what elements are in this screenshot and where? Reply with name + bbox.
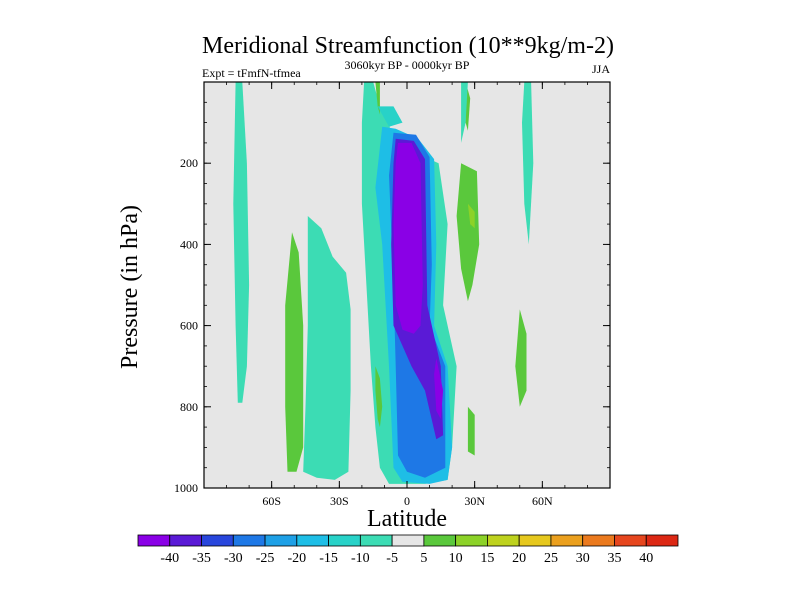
colorbar-box [518,534,552,547]
contour-region-green-50N [515,309,527,407]
colorbar-label: -35 [192,551,211,566]
colorbar-box [169,534,202,547]
time-range-label: 3060kyr BP - 0000kyr BP [345,58,470,72]
contour-region-cyan-band-70S [233,82,250,403]
colorbar-label: 25 [544,551,558,566]
colorbar-box [391,534,425,547]
contour-region-purple-core [393,142,423,334]
colorbar-label: 15 [480,551,494,566]
colorbar-box [645,534,679,547]
y-tick-label: 600 [180,319,198,333]
colorbar-label: -25 [256,551,275,566]
colorbar-label: -30 [224,551,243,566]
colorbar-label: -15 [319,551,338,566]
contour-region-cyan-20N [461,82,468,143]
x-axis-label: Latitude [367,506,447,532]
colorbar-box [264,534,298,547]
x-tick-label: 30N [464,494,485,508]
y-tick-label: 200 [180,156,198,170]
experiment-label: Expt = tFmfN-tfmea [202,66,301,80]
x-tick-label: 0 [404,494,410,508]
colorbar-box [296,534,329,547]
colorbar-box [359,534,393,547]
colorbar-label: 35 [607,551,621,566]
contour-region-cyan-inner-top [377,106,403,127]
plot-area: 60S 30S 0 30N 60N 200 400 600 800 1000 [174,81,611,508]
chart-title: Meridional Streamfunction (10**9kg/m-2) [202,33,614,59]
contour-regions [233,82,534,484]
contour-region-green-sliver-15S [375,366,383,428]
contour-region-green-spike-15S [375,82,380,115]
contour-region-cyan-wide-south [303,216,351,480]
axis-ticks: 60S 30S 0 30N 60N 200 400 600 800 1000 [174,81,611,508]
y-tick-label: 800 [180,400,198,414]
colorbar-label: 20 [512,551,526,566]
colorbar-box [582,534,615,547]
colorbar-label: -10 [351,551,370,566]
colorbar-box [614,534,647,547]
colorbar: -40 -35 -30 -25 -20 -15 -10 -5 5 10 15 20 25 30 35 40 [137,534,679,566]
season-label: JJA [592,62,610,76]
contour-region-cyan-50N-strip [522,82,534,245]
colorbar-box [232,534,266,547]
colorbar-box [455,534,488,547]
contour-region-yellowgreen-25N [467,203,475,229]
colorbar-label: 5 [420,551,427,566]
y-tick-label: 400 [180,237,198,251]
colorbar-box [201,534,234,547]
colorbar-label: -5 [386,551,398,566]
colorbar-box [137,534,171,547]
contour-region-green-25N-low [467,406,475,456]
colorbar-label: -20 [287,551,306,566]
colorbar-label: 10 [449,551,463,566]
colorbar-label: 40 [639,551,653,566]
contour-region-purple-core-low [434,358,444,419]
colorbar-box [550,534,584,547]
contour-region-green-band-60S [285,232,304,472]
y-axis-label: Pressure (in hPa) [117,205,143,369]
colorbar-label: 30 [576,551,590,566]
x-tick-label: 60N [532,494,553,508]
x-tick-label: 30S [330,494,349,508]
colorbar-label: -40 [160,551,179,566]
x-tick-label: 60S [262,494,281,508]
contour-region-green-25N-oval [456,163,480,302]
colorbar-box [328,534,361,547]
y-tick-label: 1000 [174,481,198,495]
colorbar-box [487,534,520,547]
colorbar-box [423,534,457,547]
